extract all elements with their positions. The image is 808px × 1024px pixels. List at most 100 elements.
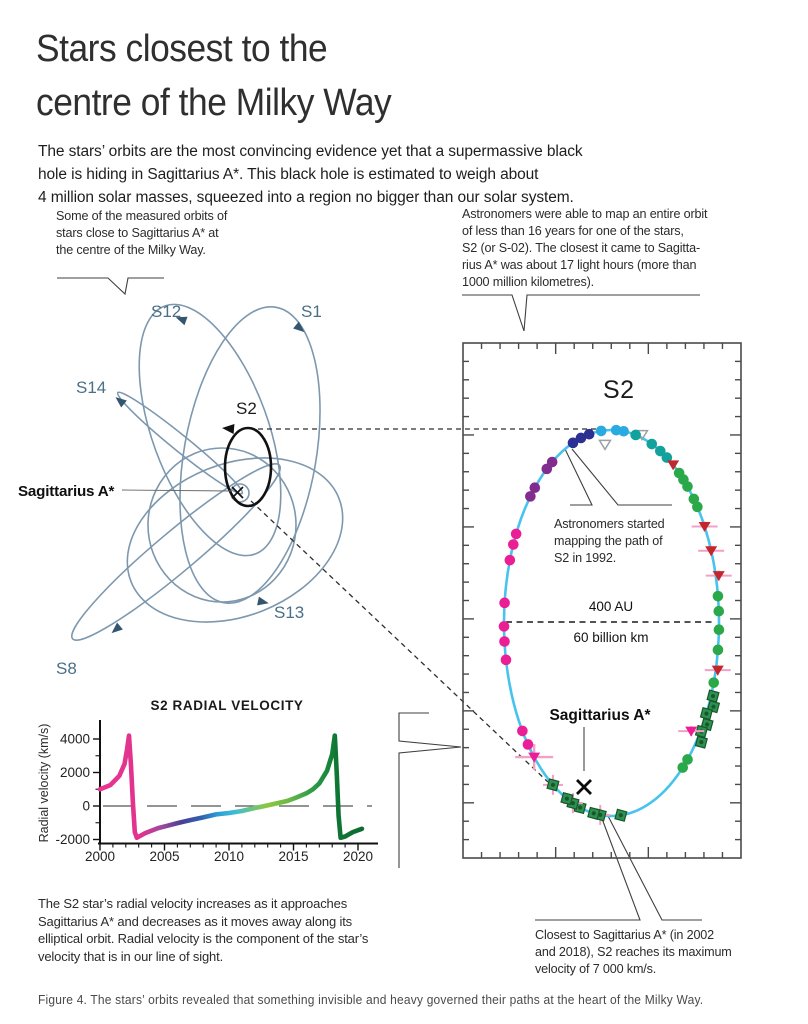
rv-explanation-line: elliptical orbit. Radial velocity is the… xyxy=(38,931,369,946)
orbit-label-s8: S8 xyxy=(56,659,77,678)
rv-x-tick-label: 2005 xyxy=(149,849,179,864)
s2-panel-title: S2 xyxy=(603,376,635,404)
s2-data-point-core xyxy=(564,796,570,801)
sgr-a-x-marker xyxy=(231,486,244,499)
rv-y-tick-label: 0 xyxy=(82,799,90,814)
orbit-label-s14: S14 xyxy=(76,378,107,397)
s8-arrow-icon xyxy=(111,622,123,634)
s2-data-point xyxy=(522,739,534,750)
s2-data-point xyxy=(682,754,693,765)
intro-text: The stars’ orbits are the most convincin… xyxy=(38,140,583,209)
s1-arrow-icon xyxy=(293,321,305,333)
closest-annotation-line: Closest to Sagittarius A* (in 2002 xyxy=(535,928,715,942)
mapping-note-callout2 xyxy=(571,448,672,506)
s12-arrow-icon xyxy=(175,316,188,326)
s2-panel-sgr-label: Sagittarius A* xyxy=(549,707,651,724)
rv-explanation-line: The S2 star’s radial velocity increases … xyxy=(38,896,348,911)
orbit-s14-ellipse xyxy=(116,391,244,495)
rv-explanation-line: Sagittarius A* and decreases as it moves… xyxy=(38,913,353,929)
s2-data-point xyxy=(712,571,725,582)
orbit-s8-ellipse xyxy=(70,463,282,641)
s2-data-point-core xyxy=(550,782,556,787)
s2-data-point xyxy=(510,528,522,540)
s2-data-point-core xyxy=(570,801,576,806)
rv-x-tick-label: 2000 xyxy=(85,849,115,864)
intro-line: The stars’ orbits are the most convincin… xyxy=(38,143,583,160)
s2-data-point xyxy=(507,539,519,550)
left-note-callout xyxy=(57,277,164,296)
s2-data-point-core xyxy=(711,704,716,709)
right-annotation-line: of less than 16 years for one of the sta… xyxy=(462,224,684,238)
right-annotation-line: 1000 million kilometres). xyxy=(462,275,595,289)
rv-explanation: The S2 star’s radial velocity increases … xyxy=(38,895,368,965)
rv-axis-labels: 2000 2005 2010 2015 2020 4000 2000 0 -2000 xyxy=(55,732,373,864)
rv-y-tick-label: 2000 xyxy=(60,765,90,780)
s14-arrow-icon xyxy=(115,397,127,408)
s2-data-point xyxy=(575,432,587,444)
orbit-s2-ellipse xyxy=(223,426,273,508)
intro-line: hole is hiding in Sagittarius A*. This b… xyxy=(38,166,539,183)
s2-data-point xyxy=(583,428,595,440)
left-annotation-line: the centre of the Milky Way. xyxy=(56,243,206,257)
closest-note-callout2 xyxy=(606,813,702,921)
rv-y-tick-label: -2000 xyxy=(55,832,90,847)
s2-data-point xyxy=(712,590,724,602)
closest-annotation-line: velocity of 7 000 km/s. xyxy=(535,962,657,976)
rv-curve xyxy=(97,733,365,841)
figure-caption: Figure 4. The stars’ orbits revealed tha… xyxy=(38,993,704,1007)
s2-data-point-core xyxy=(710,693,716,699)
orbit-direction-arrows xyxy=(111,316,305,634)
intro-line: 4 million solar masses, squeezed into a … xyxy=(38,189,574,206)
orbit-label-s12: S12 xyxy=(151,302,182,321)
sgr-a2-x-marker xyxy=(576,779,592,795)
left-annotation: Some of the measured orbits of stars clo… xyxy=(56,208,227,259)
s2-data-points xyxy=(498,424,732,825)
s2-data-point xyxy=(517,725,528,737)
s2-data-point xyxy=(713,605,725,617)
s2-data-point xyxy=(499,636,510,647)
orbit-label-s2: S2 xyxy=(236,399,257,418)
orbit-inner-ellipse xyxy=(147,447,297,603)
closest-annotation: Closest to Sagittarius A* (in 2002 and 2… xyxy=(535,927,732,978)
s2-data-point xyxy=(688,493,700,505)
rv-x-tick-label: 2010 xyxy=(214,849,244,864)
page-title: Stars closest to the centre of the Milky… xyxy=(36,22,392,130)
closest-note-callout xyxy=(535,815,641,921)
mapping-annotation: Astronomers started mapping the path of … xyxy=(554,516,665,567)
s2-data-point xyxy=(646,438,658,450)
mapping-note-callout xyxy=(564,448,593,506)
s2-data-point-core xyxy=(704,722,710,727)
chart-panel-callout xyxy=(398,712,462,868)
rv-explanation-line: velocity that is in our line of sight. xyxy=(38,948,224,964)
s2-data-point xyxy=(618,425,629,437)
orbit-s12-ellipse xyxy=(138,303,282,557)
s2-data-point-core xyxy=(577,805,583,810)
s2-data-point xyxy=(685,726,698,737)
s2-data-point-core xyxy=(699,740,704,745)
s2-data-point-core xyxy=(618,813,623,818)
s2-data-point xyxy=(705,546,718,557)
orbit-s1-ellipse xyxy=(179,306,321,604)
s2-data-point xyxy=(598,439,612,451)
s2-arrow-icon xyxy=(222,424,235,434)
left-annotation-line: stars close to Sagittarius A* at xyxy=(56,226,219,240)
right-annotation-line: S2 (or S-02). The closest it came to Sag… xyxy=(462,241,700,255)
left-annotation-line: Some of the measured orbits of xyxy=(56,209,228,223)
s2-panel-frame-ticks xyxy=(463,343,741,858)
s2-data-point xyxy=(528,752,541,763)
mapping-annotation-line: S2 in 1992. xyxy=(554,551,617,565)
s2-data-point xyxy=(504,554,516,566)
scale-label-km: 60 billion km xyxy=(573,630,649,645)
s2-data-point-core xyxy=(704,711,709,716)
s2-data-point xyxy=(529,482,541,494)
s2-data-point xyxy=(567,437,579,449)
s2-data-point xyxy=(677,762,689,773)
s2-data-point xyxy=(595,425,607,437)
s2-data-point xyxy=(711,665,724,676)
rv-x-tick-label: 2015 xyxy=(278,849,308,864)
right-annotation-line: rius A* was about 17 light hours (more t… xyxy=(462,258,697,272)
rv-x-tick-label: 2020 xyxy=(343,849,373,864)
s2-data-point xyxy=(661,452,673,463)
